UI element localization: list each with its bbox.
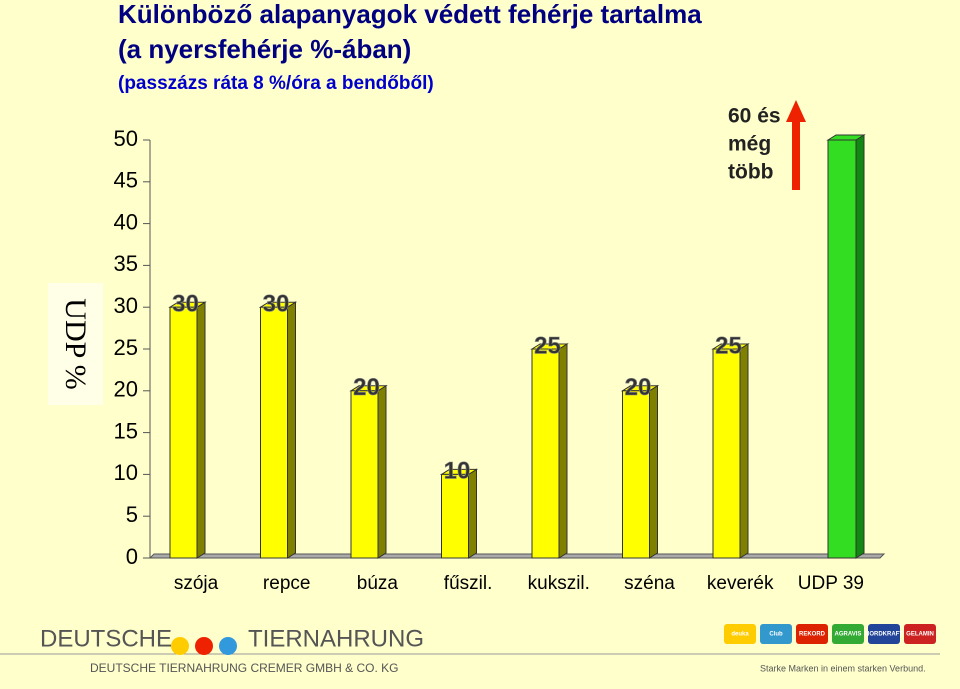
annotation: 60 és [728, 105, 781, 128]
x-tick-label: széna [624, 573, 675, 594]
bar-side [558, 343, 568, 559]
bar [260, 306, 288, 559]
bar-side [855, 134, 865, 559]
x-tick-label: UDP 39 [798, 573, 864, 594]
logo-dot [195, 637, 213, 655]
data-label: 25 [715, 332, 742, 359]
footer-company: DEUTSCHE TIERNAHRUNG CREMER GMBH & CO. K… [90, 661, 398, 675]
brand-logo [760, 624, 792, 644]
bar [169, 306, 198, 559]
bar [531, 348, 560, 559]
y-tick-label: 10 [114, 460, 138, 485]
bar-side [739, 343, 749, 559]
brand-logo-text: Club [769, 632, 783, 638]
brand-logo [832, 624, 864, 644]
bar-side [196, 301, 206, 559]
brand-logo [796, 624, 828, 644]
bar-side [287, 301, 296, 559]
chart-title: (a nyersfehérje %-ában) [118, 34, 411, 64]
brand-logo-text: NORDKRAFT [865, 632, 903, 638]
bar-side [649, 384, 658, 559]
footer-brand: TIERNAHRUNG [248, 625, 424, 652]
x-tick-label: szója [174, 573, 219, 594]
data-label: 20 [625, 374, 652, 401]
bar-side [377, 384, 387, 559]
footer-slogan: Starke Marken in einem starken Verbund. [760, 663, 926, 673]
y-tick-label: 20 [114, 377, 138, 402]
y-label-box [48, 283, 103, 405]
brand-logo-text: GELAMIN [906, 632, 934, 638]
y-tick-label: 0 [126, 544, 138, 569]
y-tick-label: 35 [114, 251, 138, 276]
x-tick-label: fűszil. [444, 573, 493, 594]
chart-subtitle: (passzázs ráta 8 %/óra a bendőből) [118, 73, 434, 94]
x-tick-label: búza [357, 573, 399, 594]
data-label: 30 [263, 291, 290, 318]
brand-logo-text: REKORD [799, 632, 826, 638]
brand-logo-text: AGRAVIS [835, 632, 862, 638]
y-tick-label: 30 [114, 293, 138, 318]
data-label: 20 [353, 374, 380, 401]
bar [622, 390, 650, 559]
bar [441, 473, 469, 559]
data-label: 10 [444, 458, 471, 485]
bar [827, 139, 857, 559]
y-tick-label: 15 [114, 418, 138, 443]
logo-dot [219, 637, 237, 655]
x-tick-label: kukszil. [528, 573, 590, 594]
bar [350, 390, 379, 559]
annotation: még [728, 133, 771, 156]
brand-logo [724, 624, 756, 644]
y-tick-label: 25 [114, 335, 138, 360]
footer-brand: DEUTSCHE [40, 625, 172, 652]
chart-title: Különböző alapanyagok védett fehérje tar… [118, 0, 702, 29]
brand-logo [904, 624, 936, 644]
y-tick-label: 50 [114, 126, 138, 151]
data-label: 30 [172, 291, 199, 318]
y-tick-label: 45 [114, 168, 138, 193]
data-label: 25 [534, 332, 561, 359]
brand-logo-text: deuka [731, 632, 749, 638]
arrow [786, 100, 806, 190]
brand-logo [868, 624, 900, 644]
y-tick-label: 5 [126, 502, 138, 527]
y-tick-label: 40 [114, 209, 138, 234]
logo-dot [171, 637, 189, 655]
x-tick-label: keverék [707, 573, 774, 594]
bar [712, 348, 741, 559]
y-axis-label: UDP % [59, 298, 92, 389]
x-tick-label: repce [263, 573, 311, 594]
annotation: több [728, 161, 773, 184]
